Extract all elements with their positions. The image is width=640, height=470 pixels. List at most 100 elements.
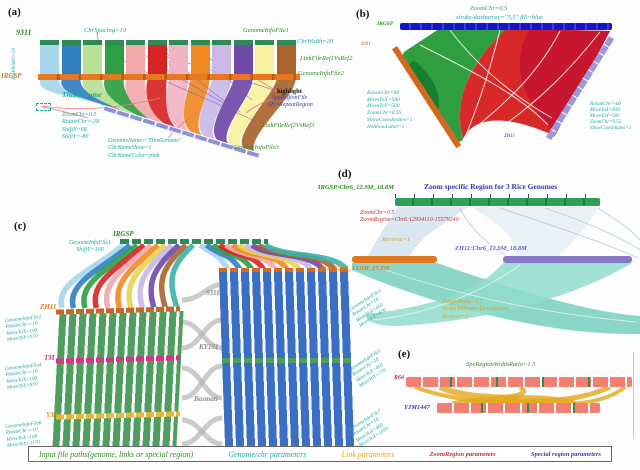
panel-a-transform-params: ZoomChr=0.5 RotateChr=-28 ShiftX=68 Shif… (62, 112, 99, 141)
param-line: MoveToY=500 (590, 114, 620, 120)
param-line: MoveToY=500 (367, 103, 400, 110)
chromosome-block (147, 40, 167, 74)
panel-a-name-params: GenomeName="ThisGenome" ChrNameShow=1 Ch… (108, 138, 181, 160)
param-line: ChrNameShow=1 (108, 145, 152, 152)
panel-c-zh11-params: GenomeInfoFile2 RotateChr=-10 MoveToX=10… (5, 314, 44, 343)
right-genome-columns (218, 268, 356, 452)
chromosome-block (255, 40, 274, 74)
panel-c-label: (c) (14, 220, 27, 232)
gray-link (181, 281, 223, 303)
param-line: RotateChr=-60 (590, 102, 621, 107)
param-line: ShiftY=100 (76, 247, 104, 254)
pointer-line (167, 111, 199, 139)
9311-region-bar (352, 256, 437, 263)
link-ribbon (103, 242, 153, 309)
genome-label-irgsp-c: IRGSP (113, 230, 134, 238)
irgsp-region-label: IRGSP:Chr6_12.9M_18.8M (318, 184, 394, 191)
link-ribbon (183, 80, 210, 138)
param-line: RotateChr=60 (367, 90, 400, 96)
link-file-ref1-ref2-note: LinkFileRef1VsRef2 (300, 55, 353, 62)
legend-input-files: Input file paths(genome, links or specia… (39, 449, 194, 459)
r64-segmented-bar (406, 377, 632, 387)
chromosome-block (104, 40, 124, 74)
genome-label-zh11-c: ZH11 (40, 303, 57, 311)
panel-c-link-ribbons (58, 242, 349, 309)
link-ribbon (92, 242, 146, 309)
link-ribbon (148, 242, 181, 309)
param-line: MoveToX=500 (367, 96, 400, 103)
genome-label-irgsp: IRGSP (1, 72, 22, 80)
param-line: StyleUpDown=DownDown (442, 306, 509, 313)
genome-label-9311: 9311 (16, 28, 32, 37)
chromosome-block (233, 40, 253, 74)
param-line: ShowCoordinates=1 (367, 116, 413, 123)
sn-repeat-region-note: SN=RepeatRegion (268, 102, 313, 108)
pointer-line (41, 97, 161, 110)
legend-zoomregion-params: ZoomRegion parameters (429, 450, 496, 458)
param-line: ChrNameColor=pink (108, 152, 160, 159)
left-genome-columns (52, 311, 184, 447)
panel-d-label: (d) (338, 168, 352, 180)
legend-bar: Input file paths(genome, links or specia… (28, 446, 612, 462)
genome-label-basmati-c: Basmati (194, 395, 218, 403)
chr-spacing-note: ChrSpacing=10 (84, 27, 126, 34)
genome-info-file3-note: GenomeInfoFile3 (233, 144, 279, 151)
link-ribbon (199, 80, 231, 142)
chromosome-block (40, 40, 59, 74)
panel-b-right-params: RotateChr=-60 MoveToX=810 MoveToY=500 Zo… (590, 102, 631, 132)
gray-link (181, 317, 223, 351)
white-link-line (499, 31, 601, 129)
irgsp-genome-bar (38, 74, 300, 80)
genome-label-yx1-c: YX1 (46, 411, 59, 419)
param-line: ShiftX=68 (62, 126, 87, 133)
spe-region-file-note: SpeRegionFile (272, 95, 308, 101)
zoom-chr-note-b: ZoomChr=0.5 (470, 5, 508, 12)
white-link-line (449, 29, 553, 119)
legend-special-region-params: Special region parameters (530, 450, 601, 458)
zh11-region-label: ZH11:Chr6_12.9M_18.8M (455, 245, 527, 252)
pointer-line (245, 96, 279, 114)
link-ribbon (211, 242, 254, 271)
panel-d-title: Zoom specific Region for 3 Rice Genomes (424, 182, 558, 191)
chromosome-block (212, 40, 231, 74)
param-line: MoveToX=810 (590, 108, 620, 114)
param-line: RotateChr=-28 (62, 119, 100, 126)
chromosome-row-9311 (40, 40, 296, 74)
yjm1447-segmented-bar (437, 403, 600, 413)
gold-link (414, 385, 546, 406)
panel-a-label: (a) (8, 6, 21, 18)
irgsp-region-bar (395, 198, 600, 206)
panel-a-link-ribbons (39, 80, 296, 154)
chromosome-block (169, 40, 188, 74)
link-ribbon (213, 80, 253, 146)
param-line: ZoomRegion=Chr6:12934110-15579240 (360, 217, 459, 224)
dashed-region-box (36, 103, 51, 111)
panel-e-label: (e) (398, 348, 411, 360)
legend-link-params: Link parameters (341, 449, 395, 459)
link-ribbon (166, 80, 191, 134)
panel-d-zoom-params: ZoomChr=0.5 ZoomRegion=Chr6:12934110-155… (360, 210, 459, 225)
param-line: ZoomChr=0.5 (62, 112, 97, 118)
param-line: ZoomChr=0.55 (367, 110, 402, 117)
stroke-dasharray-note: stroke-dasharray="5,5" fill=blue (456, 14, 543, 21)
highlight-note: highlight (277, 88, 302, 95)
9311-region-label: 9311:Chr6_13.0M_17.8M (320, 265, 390, 272)
ruler-ticks (395, 194, 601, 198)
ky131-strip (221, 358, 353, 363)
panel-e-gold-links (414, 384, 627, 407)
irgsp-chromosome-bar (400, 23, 612, 30)
link-ribbon (227, 80, 274, 150)
link-ribbon (204, 242, 243, 271)
this-genome-label: ThisGenome (62, 90, 102, 99)
param-line: ZoomChr=0.5 (360, 210, 395, 216)
genome-label-9311-b: 9311 (361, 42, 371, 47)
white-link-line (379, 267, 637, 323)
white-link-line (469, 30, 561, 133)
thin-link-line (544, 207, 640, 251)
chromosome-block (61, 40, 81, 74)
chromosome-block (276, 40, 296, 74)
genome-label-tm-c: TM (44, 354, 55, 362)
link-ribbon (126, 242, 167, 309)
